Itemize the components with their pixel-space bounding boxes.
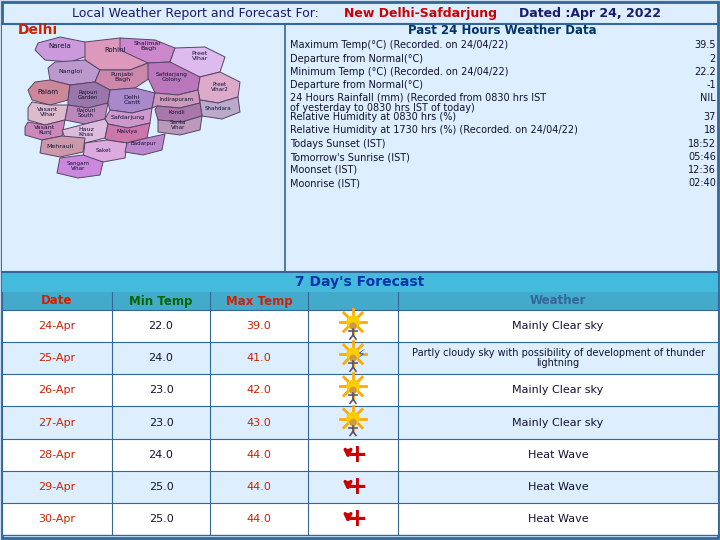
Text: 41.0: 41.0 (247, 353, 271, 363)
Text: Mehrauli: Mehrauli (46, 144, 73, 149)
Text: Local Weather Report and Forecast For:: Local Weather Report and Forecast For: (71, 6, 318, 19)
Polygon shape (40, 136, 85, 157)
Text: 23.0: 23.0 (148, 417, 174, 428)
Text: 22.2: 22.2 (694, 67, 716, 77)
Text: 05:46: 05:46 (688, 152, 716, 162)
Text: 29-Apr: 29-Apr (38, 482, 76, 492)
Text: Heat Wave: Heat Wave (528, 482, 588, 492)
Text: ⚡: ⚡ (356, 348, 365, 361)
Text: Heat Wave: Heat Wave (528, 514, 588, 524)
Polygon shape (28, 102, 68, 125)
Polygon shape (105, 123, 150, 143)
Polygon shape (170, 47, 225, 77)
Polygon shape (28, 80, 70, 105)
Text: Shahdara: Shahdara (204, 105, 231, 111)
Text: Mainly Clear sky: Mainly Clear sky (513, 321, 603, 331)
Polygon shape (125, 134, 165, 155)
Text: Palam: Palam (37, 89, 58, 95)
Text: 25.0: 25.0 (148, 482, 174, 492)
Polygon shape (120, 38, 175, 63)
Text: 25-Apr: 25-Apr (38, 353, 76, 363)
Text: 24-Apr: 24-Apr (38, 321, 76, 331)
FancyBboxPatch shape (2, 374, 718, 407)
Text: -1: -1 (706, 80, 716, 90)
Text: of yesterday to 0830 hrs IST of today): of yesterday to 0830 hrs IST of today) (290, 103, 474, 113)
Polygon shape (108, 88, 155, 113)
Text: Badarpur: Badarpur (130, 141, 156, 146)
Circle shape (347, 348, 359, 360)
Polygon shape (48, 60, 100, 85)
Text: Safdarjung: Safdarjung (111, 116, 145, 120)
Text: 44.0: 44.0 (246, 482, 271, 492)
Text: 18: 18 (703, 125, 716, 135)
Text: 24 Hours Rainfall (mm) (Recorded from 0830 hrs IST: 24 Hours Rainfall (mm) (Recorded from 08… (290, 93, 546, 103)
Text: Rajouri
South: Rajouri South (76, 107, 96, 118)
FancyBboxPatch shape (2, 342, 718, 374)
FancyBboxPatch shape (2, 292, 718, 310)
Text: Relative Humidity at 0830 hrs (%): Relative Humidity at 0830 hrs (%) (290, 112, 456, 122)
Polygon shape (152, 90, 200, 108)
FancyBboxPatch shape (2, 471, 718, 503)
Polygon shape (85, 38, 148, 70)
Text: +: + (346, 443, 367, 467)
Circle shape (350, 323, 356, 329)
Text: Kondli: Kondli (168, 111, 185, 116)
Polygon shape (68, 82, 110, 108)
Text: Max Temp: Max Temp (225, 294, 292, 307)
Polygon shape (57, 155, 103, 178)
Circle shape (347, 413, 359, 424)
Text: Safdarjang
Colony: Safdarjang Colony (156, 72, 188, 83)
Text: 26-Apr: 26-Apr (38, 386, 76, 395)
Circle shape (347, 380, 359, 393)
Text: Sarita
Vihar: Sarita Vihar (170, 119, 186, 130)
Text: Narela: Narela (49, 43, 71, 49)
FancyBboxPatch shape (2, 272, 718, 292)
Text: Delhi
Cantt: Delhi Cantt (123, 94, 140, 105)
Circle shape (350, 387, 356, 393)
Polygon shape (155, 103, 202, 122)
Text: 24.0: 24.0 (148, 450, 174, 460)
FancyBboxPatch shape (2, 407, 718, 438)
Text: Minimum Temp (°C) (Recorded. on 24/04/22): Minimum Temp (°C) (Recorded. on 24/04/22… (290, 67, 508, 77)
FancyBboxPatch shape (2, 24, 285, 272)
Text: Heat Wave: Heat Wave (528, 450, 588, 460)
Polygon shape (158, 116, 202, 135)
Text: Indirapuram: Indirapuram (160, 98, 194, 103)
Circle shape (350, 355, 356, 361)
Polygon shape (198, 72, 240, 103)
Text: Nangloi: Nangloi (58, 70, 82, 75)
Text: 27-Apr: 27-Apr (38, 417, 76, 428)
Text: Departure from Normal(°C): Departure from Normal(°C) (290, 54, 423, 64)
Text: 30-Apr: 30-Apr (38, 514, 76, 524)
Text: Mainly Clear sky: Mainly Clear sky (513, 386, 603, 395)
Text: Mainly Clear sky: Mainly Clear sky (513, 417, 603, 428)
Circle shape (347, 316, 359, 328)
Polygon shape (25, 120, 65, 140)
Polygon shape (62, 119, 108, 143)
Text: New Delhi-Safdarjung: New Delhi-Safdarjung (343, 6, 497, 19)
Text: 2: 2 (710, 54, 716, 64)
Text: 25.0: 25.0 (148, 514, 174, 524)
Text: 28-Apr: 28-Apr (38, 450, 76, 460)
Text: 39.0: 39.0 (247, 321, 271, 331)
Text: Punjabi
Bagh: Punjabi Bagh (111, 72, 133, 83)
Text: Date: Date (41, 294, 73, 307)
Text: Shalimar
Bagh: Shalimar Bagh (134, 40, 162, 51)
FancyBboxPatch shape (2, 503, 718, 535)
Text: 12:36: 12:36 (688, 165, 716, 175)
Text: Maximum Temp(°C) (Recorded. on 24/04/22): Maximum Temp(°C) (Recorded. on 24/04/22) (290, 40, 508, 50)
Text: 44.0: 44.0 (246, 450, 271, 460)
Polygon shape (35, 37, 90, 62)
Text: Vasant
Vihar: Vasant Vihar (37, 106, 58, 117)
Polygon shape (200, 97, 240, 119)
Text: Moonrise (IST): Moonrise (IST) (290, 178, 360, 188)
Text: Todays Sunset (IST): Todays Sunset (IST) (290, 139, 385, 149)
Text: Hauz
Khas: Hauz Khas (78, 126, 94, 137)
Text: 44.0: 44.0 (246, 514, 271, 524)
Text: +: + (346, 507, 367, 531)
Text: NIL: NIL (701, 93, 716, 103)
Polygon shape (105, 108, 152, 128)
Text: Preet
Vihar: Preet Vihar (192, 51, 208, 62)
Text: Rajouri
Garden: Rajouri Garden (78, 90, 98, 100)
